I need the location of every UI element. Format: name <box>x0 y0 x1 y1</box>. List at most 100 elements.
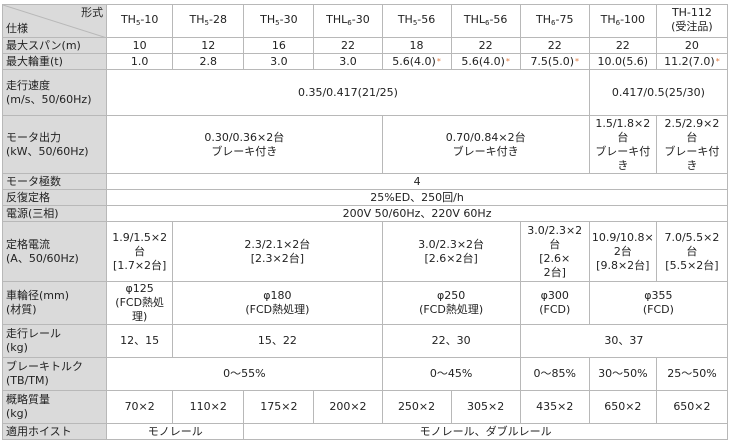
cell: 12、15 <box>106 324 174 358</box>
cell: 25〜50% <box>655 357 729 391</box>
note-asterisk: * <box>715 56 720 66</box>
model-header: TH6-100 <box>588 4 657 38</box>
header-row: 形式 仕様 TH5-10 TH5-28 TH5-30 THL6-30 TH5-5… <box>1 4 729 38</box>
cell: 250×2 <box>381 390 452 424</box>
cell: 0.35/0.417(21/25) <box>106 69 590 116</box>
row-approx-mass: 概略質量 (kg) 70×2 110×2 175×2 200×2 250×2 3… <box>1 390 729 424</box>
cell: 2.3/2.1×2台 [2.3×2台] <box>172 221 383 282</box>
cell: 0〜45% <box>381 357 521 391</box>
cell: 2.8 <box>172 53 245 70</box>
row-travel-speed: 走行速度 (m/s、50/60Hz) 0.35/0.417(21/25) 0.4… <box>1 69 729 116</box>
note-asterisk: * <box>505 56 510 66</box>
cell: 22 <box>519 37 590 54</box>
cell: 10.9/10.8× 2台 [9.8×2台] <box>588 221 657 282</box>
cell: 305×2 <box>450 390 521 424</box>
cell: 5.6(4.0)* <box>450 53 521 70</box>
row-max-span: 最大スパン(m) 10 12 16 22 18 22 22 22 20 <box>1 37 729 54</box>
row-duty-rating: 反復定格 25%ED、250回/h <box>1 189 728 206</box>
cell: モノレール <box>106 423 245 440</box>
row-label: 定格電流 (A、50/60Hz) <box>1 221 108 282</box>
row-label: 電源(三相) <box>1 205 108 222</box>
cell: φ300 (FCD) <box>519 281 590 325</box>
cell: φ250 (FCD熱処理) <box>381 281 521 325</box>
model-header: TH-112 (受注品) <box>655 4 729 38</box>
cell: 15、22 <box>172 324 383 358</box>
model-header: THL6-56 <box>450 4 521 38</box>
note-asterisk: * <box>436 56 441 66</box>
cell: 22 <box>450 37 521 54</box>
cell: 650×2 <box>655 390 729 424</box>
row-label: モータ出力 (kW、50/60Hz) <box>1 115 108 174</box>
cell: 22 <box>313 37 383 54</box>
cell: 20 <box>655 37 729 54</box>
cell: 3.0 <box>313 53 383 70</box>
cell: 3.0 <box>243 53 315 70</box>
model-header: TH5-10 <box>106 4 174 38</box>
cell: 0〜85% <box>519 357 590 391</box>
cell: 0.70/0.84×2台 ブレーキ付き <box>381 115 590 174</box>
cell: 175×2 <box>243 390 315 424</box>
cell: モノレール、ダブルレール <box>243 423 728 440</box>
model-header: TH6-75 <box>519 4 590 38</box>
cell: 1.9/1.5×2 台 [1.7×2台] <box>106 221 174 282</box>
row-label: 最大スパン(m) <box>1 37 108 54</box>
row-motor-output: モータ出力 (kW、50/60Hz) 0.30/0.36×2台 ブレーキ付き 0… <box>1 115 729 174</box>
cell: 7.5(5.0)* <box>519 53 590 70</box>
cell: 0.30/0.36×2台 ブレーキ付き <box>106 115 383 174</box>
row-rated-current: 定格電流 (A、50/60Hz) 1.9/1.5×2 台 [1.7×2台] 2.… <box>1 221 729 282</box>
cell: 70×2 <box>106 390 174 424</box>
cell: 10 <box>106 37 174 54</box>
cell: 7.0/5.5×2 台 [5.5×2台] <box>655 221 729 282</box>
cell: φ355 (FCD) <box>588 281 729 325</box>
cell: 650×2 <box>588 390 657 424</box>
cell: 10.0(5.6) <box>588 53 657 70</box>
cell: 11.2(7.0)* <box>655 53 729 70</box>
cell: 22、30 <box>381 324 521 358</box>
cell: 200×2 <box>313 390 383 424</box>
row-applicable-hoist: 適用ホイスト モノレール モノレール、ダブルレール <box>1 423 728 440</box>
row-motor-poles: モータ極数 4 <box>1 173 728 190</box>
row-travel-rail: 走行レール (kg) 12、15 15、22 22、30 30、37 <box>1 324 729 358</box>
cell: 1.0 <box>106 53 174 70</box>
spec-table: 形式 仕様 TH5-10 TH5-28 TH5-30 THL6-30 TH5-5… <box>1 4 729 440</box>
cell: 0.417/0.5(25/30) <box>588 69 729 116</box>
cell: 3.0/2.3×2台 [2.6×2台] <box>381 221 521 282</box>
row-label: 走行速度 (m/s、50/60Hz) <box>1 69 108 116</box>
cell: 12 <box>172 37 245 54</box>
cell: 30、37 <box>519 324 729 358</box>
corner-diagonal <box>3 5 104 37</box>
row-label: ブレーキトルク (TB/TM) <box>1 357 108 391</box>
row-brake-torque: ブレーキトルク (TB/TM) 0〜55% 0〜45% 0〜85% 30〜50%… <box>1 357 729 391</box>
row-label: 最大輪重(t) <box>1 53 108 70</box>
header-corner-cell: 形式 仕様 <box>1 4 108 38</box>
cell: 435×2 <box>519 390 590 424</box>
cell: 4 <box>106 173 728 190</box>
row-wheel-diameter: 車輪径(mm) (材質) φ125 (FCD熱処理) φ180 (FCD熱処理)… <box>1 281 729 325</box>
model-header: THL6-30 <box>313 4 383 38</box>
cell: 22 <box>588 37 657 54</box>
cell: 16 <box>243 37 315 54</box>
row-label: 車輪径(mm) (材質) <box>1 281 108 325</box>
model-header: TH5-56 <box>381 4 452 38</box>
cell: 0〜55% <box>106 357 383 391</box>
cell: 18 <box>381 37 452 54</box>
row-label: 走行レール (kg) <box>1 324 108 358</box>
cell: 5.6(4.0)* <box>381 53 452 70</box>
cell: 25%ED、250回/h <box>106 189 728 206</box>
corner-model-label: 形式 <box>81 6 104 19</box>
cell: 3.0/2.3×2 台 [2.6× 2台] <box>519 221 590 282</box>
corner-spec-label: 仕様 <box>6 22 28 35</box>
row-power-supply: 電源(三相) 200V 50/60Hz、220V 60Hz <box>1 205 728 222</box>
row-label: 概略質量 (kg) <box>1 390 108 424</box>
cell: 30〜50% <box>588 357 657 391</box>
cell: φ125 (FCD熱処理) <box>106 281 174 325</box>
row-max-wheel-load: 最大輪重(t) 1.0 2.8 3.0 3.0 5.6(4.0)* 5.6(4.… <box>1 53 729 70</box>
model-header: TH5-28 <box>172 4 245 38</box>
cell: 1.5/1.8×2 台 ブレーキ付 き <box>588 115 657 174</box>
cell: 2.5/2.9×2 台 ブレーキ付 き <box>655 115 729 174</box>
model-header: TH5-30 <box>243 4 315 38</box>
row-label: モータ極数 <box>1 173 108 190</box>
note-asterisk: * <box>575 56 580 66</box>
row-label: 適用ホイスト <box>1 423 108 440</box>
cell: 110×2 <box>172 390 245 424</box>
